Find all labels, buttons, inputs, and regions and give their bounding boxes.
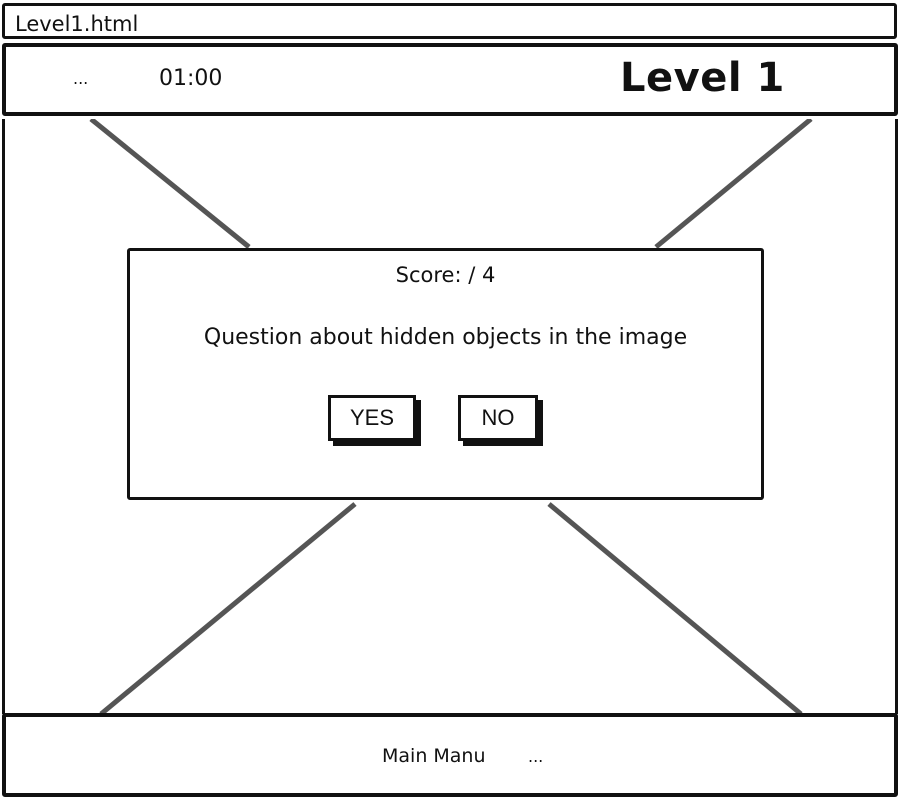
- footer-bar: Main Manu ...: [2, 713, 898, 797]
- placeholder-line-top-left: [89, 119, 251, 249]
- placeholder-line-bottom-left: [99, 502, 357, 714]
- image-placeholder: [89, 119, 813, 714]
- window-title-bar: Level1.html: [2, 3, 897, 39]
- countdown-timer: 01:00: [159, 66, 223, 91]
- question-text: Question about hidden objects in the ima…: [203, 325, 688, 350]
- game-image-area[interactable]: [2, 119, 898, 714]
- header-bar: ... 01:00 Level 1: [2, 43, 898, 116]
- footer-more-dots[interactable]: ...: [528, 747, 544, 766]
- placeholder-line-bottom-right: [547, 502, 803, 714]
- placeholder-line-top-right: [654, 119, 813, 249]
- window-title: Level1.html: [15, 12, 139, 36]
- score-label: Score: / 4: [395, 263, 496, 287]
- main-menu-link[interactable]: Main Manu: [382, 745, 486, 767]
- question-dialog: Score: / 4 Question about hidden objects…: [127, 248, 764, 500]
- header-menu-dots[interactable]: ...: [73, 69, 89, 88]
- yes-button[interactable]: YES: [328, 395, 416, 441]
- no-button[interactable]: NO: [458, 395, 538, 441]
- level-title: Level 1: [620, 55, 785, 101]
